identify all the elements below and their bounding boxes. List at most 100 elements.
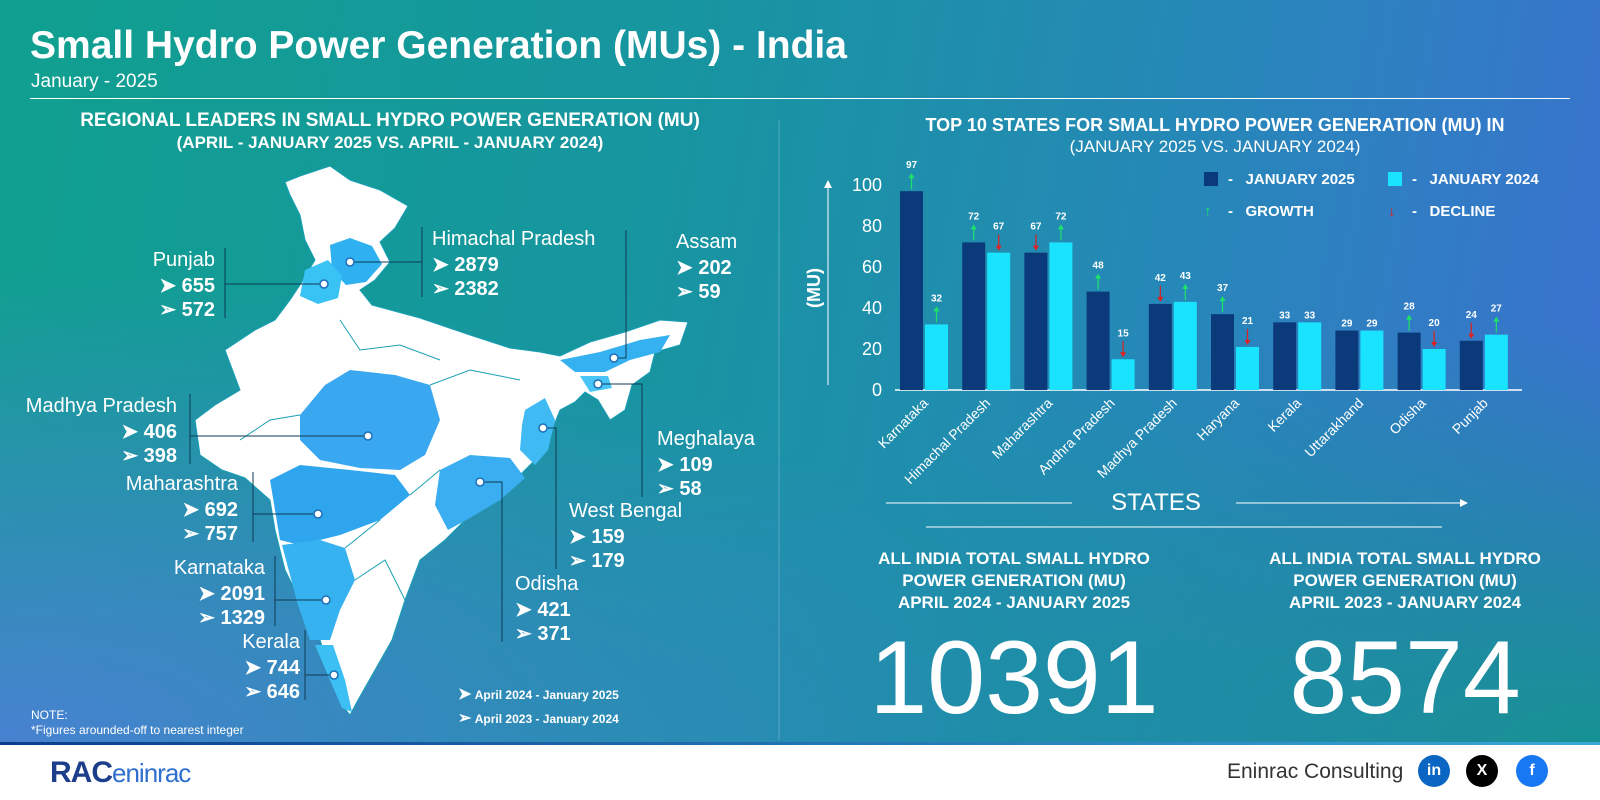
callout-line xyxy=(304,630,334,700)
bar-value-label: 21 xyxy=(1242,316,1254,327)
x-tick-label: Maharashtra xyxy=(989,395,1056,462)
y-tick-label: 0 xyxy=(872,380,882,400)
section-divider xyxy=(778,120,780,740)
state-previous-odisha: ➢ 371 xyxy=(515,623,571,645)
note-line2: *Figures arounded-off to nearest integer xyxy=(31,723,244,737)
state-current-karnataka: ➤ 2091 xyxy=(198,583,265,605)
state-current-meghalaya: ➤ 109 xyxy=(657,454,713,476)
x-axis-label: STATES xyxy=(1111,489,1201,516)
chart-section-title: TOP 10 STATES FOR SMALL HYDRO POWER GENE… xyxy=(880,114,1550,158)
bar-jan2025 xyxy=(1086,291,1110,390)
facebook-icon[interactable]: f xyxy=(1516,755,1548,787)
state-name-punjab: Punjab xyxy=(153,249,215,271)
state-current-punjab: ➤ 655 xyxy=(159,275,215,297)
total-current-value: 10391 xyxy=(869,620,1159,736)
callout-line xyxy=(274,556,326,626)
title-rule xyxy=(30,98,1570,99)
bar-value-label: 37 xyxy=(1217,283,1229,294)
total-current-label3: APRIL 2024 - JANUARY 2025 xyxy=(897,593,1131,612)
callout-punjab: Punjab ➤ 655➢ 572 xyxy=(153,248,329,321)
bar-jan2024 xyxy=(1298,322,1322,390)
state-previous-kerala: ➢ 646 xyxy=(244,681,300,703)
bar-jan2024 xyxy=(1484,334,1508,390)
callout-dot xyxy=(475,477,485,487)
map-section-title: REGIONAL LEADERS IN SMALL HYDRO POWER GE… xyxy=(60,110,720,154)
callout-himachal-pradesh: Himachal Pradesh ➤ 2879➢ 2382 xyxy=(345,227,595,300)
state-name-kerala: Kerala xyxy=(242,631,301,653)
chart-title-line1: TOP 10 STATES FOR SMALL HYDRO POWER GENE… xyxy=(925,115,1505,135)
decline-arrow-icon: ↓ xyxy=(1388,203,1396,220)
legend-series2: - JANUARY 2024 xyxy=(1388,171,1539,188)
callout-dot xyxy=(345,257,355,267)
total-previous-label1: ALL INDIA TOTAL SMALL HYDRO xyxy=(1269,549,1541,568)
bar-jan2024 xyxy=(1422,349,1446,390)
callout-dot xyxy=(319,279,329,289)
bar-jan2025 xyxy=(1459,340,1483,390)
linkedin-icon[interactable]: in xyxy=(1418,755,1450,787)
decline-arrowhead xyxy=(1244,339,1251,345)
total-current: ALL INDIA TOTAL SMALL HYDRO POWER GENERA… xyxy=(854,548,1174,614)
bar-value-label: 43 xyxy=(1180,271,1192,282)
state-current-assam: ➤ 202 xyxy=(676,257,732,279)
bar-jan2025 xyxy=(1024,252,1048,390)
state-previous-punjab: ➢ 572 xyxy=(159,299,215,321)
callout-odisha: Odisha ➤ 421➢ 371 xyxy=(475,477,579,645)
page-title: Small Hydro Power Generation (MUs) - Ind… xyxy=(30,24,847,67)
y-axis-label: (MU) xyxy=(804,268,824,308)
decline-arrowhead xyxy=(1468,333,1475,339)
x-icon[interactable]: X xyxy=(1466,755,1498,787)
bar-value-label: 33 xyxy=(1304,310,1316,321)
legend-growth: ↑ - GROWTH xyxy=(1204,203,1314,220)
y-tick-label: 40 xyxy=(862,298,882,318)
footer-accent-bar xyxy=(0,742,1600,746)
bar-value-label: 29 xyxy=(1366,319,1378,330)
map-title-line1: REGIONAL LEADERS IN SMALL HYDRO POWER GE… xyxy=(80,110,700,131)
bar-jan2024 xyxy=(1236,346,1259,390)
bar-jan2025 xyxy=(1211,314,1234,390)
bar-jan2024 xyxy=(1173,301,1197,390)
y-tick-label: 100 xyxy=(852,175,882,195)
legend-previous-icon: ➢ xyxy=(458,710,472,727)
state-previous-madhya-pradesh: ➢ 398 xyxy=(121,445,177,467)
growth-arrowhead xyxy=(933,306,940,312)
growth-arrowhead xyxy=(1095,273,1102,279)
bar-jan2024 xyxy=(925,324,948,390)
callout-kerala: Kerala ➤ 744➢ 646 xyxy=(242,630,339,703)
callout-meghalaya: Meghalaya ➤ 109➢ 58 xyxy=(593,379,756,500)
callout-dot xyxy=(363,431,373,441)
bar-jan2025 xyxy=(1273,322,1297,390)
state-current-himachal-pradesh: ➤ 2879 xyxy=(432,254,499,276)
bar-chart: (MU)0204060801009732Karnataka7267Himacha… xyxy=(804,160,1522,528)
bar-value-label: 24 xyxy=(1466,310,1478,321)
state-previous-karnataka: ➢ 1329 xyxy=(198,607,265,629)
callout-line xyxy=(189,394,368,464)
bar-value-label: 28 xyxy=(1404,302,1416,313)
callout-line xyxy=(543,427,557,569)
map-title-line2: (APRIL - JANUARY 2025 VS. APRIL - JANUAR… xyxy=(176,133,604,152)
note: NOTE: *Figures arounded-off to nearest i… xyxy=(31,708,244,738)
state-name-himachal-pradesh: Himachal Pradesh xyxy=(432,228,595,250)
x-tick-label: Karnataka xyxy=(875,395,932,452)
bar-value-label: 72 xyxy=(968,211,980,222)
growth-arrowhead xyxy=(1057,224,1064,230)
growth-arrowhead xyxy=(970,224,977,230)
y-tick-label: 80 xyxy=(862,216,882,236)
legend-series1: - JANUARY 2025 xyxy=(1204,171,1355,188)
bar-value-label: 27 xyxy=(1491,304,1503,315)
state-name-madhya-pradesh: Madhya Pradesh xyxy=(26,395,177,417)
map-state-odisha xyxy=(435,455,525,530)
state-current-west-bengal: ➤ 159 xyxy=(569,526,625,548)
bar-value-label: 33 xyxy=(1279,310,1291,321)
note-line1: NOTE: xyxy=(31,708,68,722)
callout-dot xyxy=(329,670,339,680)
callout-madhya-pradesh: Madhya Pradesh ➤ 406➢ 398 xyxy=(26,394,373,467)
growth-arrowhead xyxy=(1219,296,1226,302)
decline-arrowhead xyxy=(1120,352,1127,358)
x-tick-label: Kerala xyxy=(1264,395,1304,435)
decline-arrowhead xyxy=(1157,296,1164,302)
bar-value-label: 42 xyxy=(1155,273,1167,284)
bar-value-label: 48 xyxy=(1093,261,1105,272)
state-previous-himachal-pradesh: ➢ 2382 xyxy=(432,278,499,300)
